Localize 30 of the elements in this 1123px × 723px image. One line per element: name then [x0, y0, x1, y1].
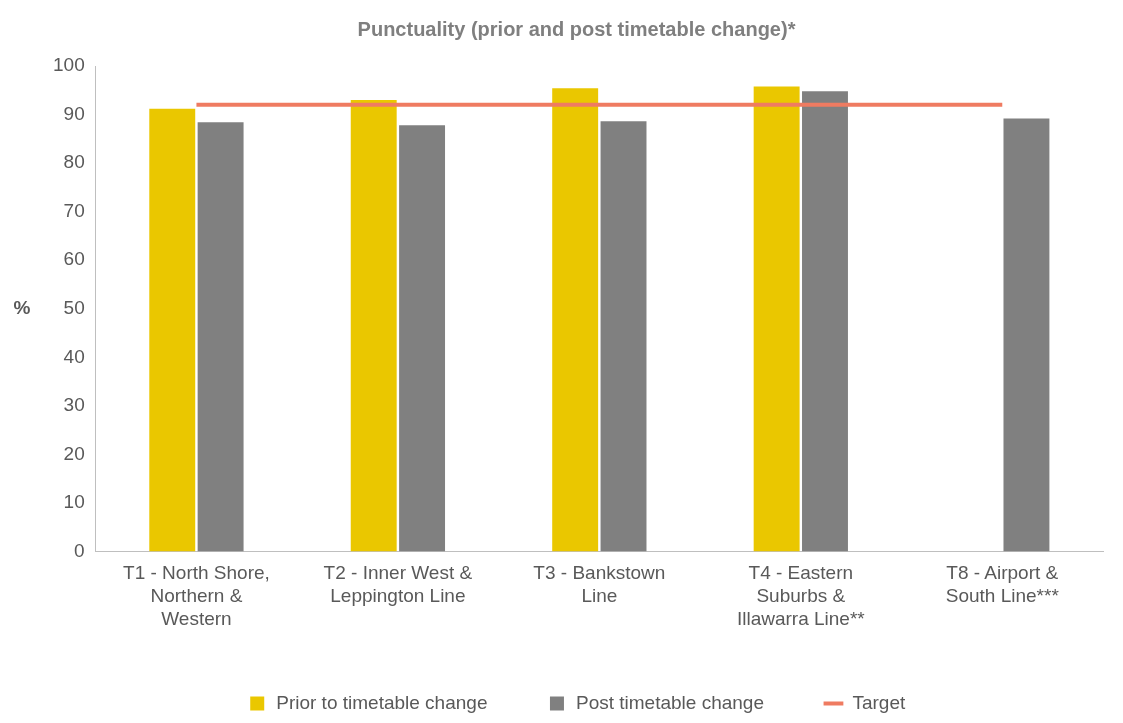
x-tick-label: T8 - Airport & South Line***: [945, 562, 1060, 607]
y-axis-title: %: [13, 297, 31, 319]
y-tick-label: 90: [63, 102, 85, 124]
x-tick-label: T1 - North Shore, Northern & Western: [123, 562, 270, 629]
x-tick-label: T2 - Inner West & Leppington Line: [323, 562, 473, 607]
y-tick-label: 0: [74, 539, 85, 561]
bar: [149, 108, 196, 552]
bar: [399, 125, 446, 552]
bar: [197, 122, 244, 552]
legend-label: Post timetable change: [575, 691, 764, 713]
y-tick-label: 30: [63, 394, 85, 416]
chart-title: Punctuality (prior and post timetable change)*: [357, 17, 796, 40]
bar: [1003, 118, 1050, 552]
legend-label: Prior to timetable change: [276, 691, 488, 713]
y-tick-label: 70: [63, 199, 85, 221]
x-tick-label: T4 - Eastern Suburbs & Illawarra Line**: [736, 562, 866, 629]
y-tick-label: 10: [63, 491, 85, 513]
y-tick-label: 40: [63, 345, 85, 367]
y-tick-label: 80: [63, 151, 85, 173]
bar: [753, 86, 800, 552]
legend-label: Target: [852, 691, 906, 713]
bar: [802, 91, 848, 552]
y-tick-label: 50: [63, 297, 85, 319]
x-tick-label: T3 - Bankstown Line: [533, 562, 666, 607]
y-tick-label: 60: [63, 248, 85, 270]
bar: [350, 99, 397, 552]
y-tick-label: 20: [63, 442, 85, 464]
bar: [552, 88, 599, 552]
bar: [600, 121, 647, 552]
y-tick-label: 100: [53, 54, 85, 76]
